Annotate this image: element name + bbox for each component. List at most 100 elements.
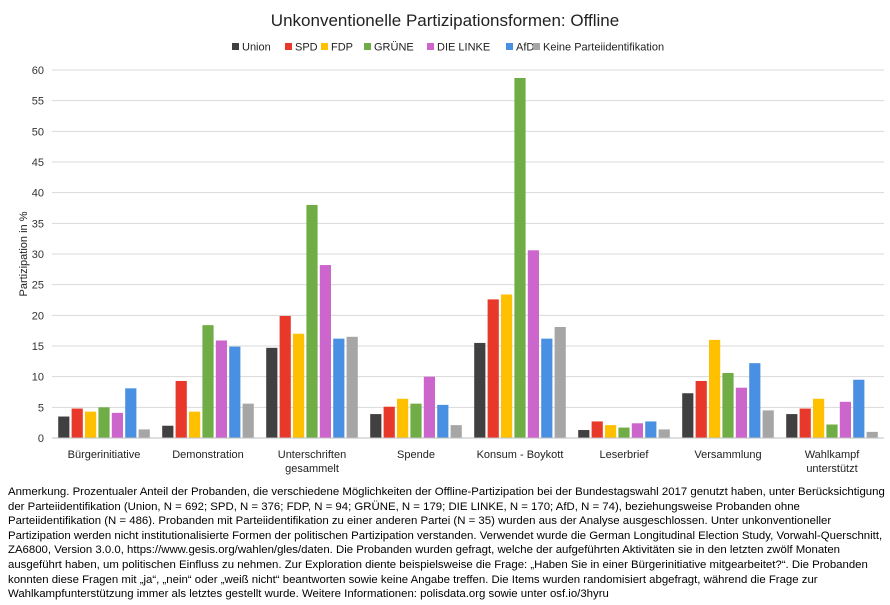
- bar-afd: [853, 379, 865, 438]
- y-tick-label: 50: [32, 126, 44, 138]
- footnote-text: Anmerkung. Prozentualer Anteil der Proba…: [8, 486, 885, 601]
- bar-die-linke: [631, 423, 643, 438]
- bar-keine-parteiidentifikation: [346, 336, 358, 438]
- y-tick-label: 5: [38, 402, 44, 414]
- legend-label: Union: [242, 42, 271, 54]
- legend-swatch: [232, 43, 239, 50]
- bar-grüne: [618, 427, 630, 438]
- bar-spd: [175, 380, 187, 438]
- gridlines: [52, 69, 884, 408]
- legend-swatch: [364, 43, 371, 50]
- bar-keine-parteiidentifikation: [866, 431, 878, 438]
- x-category-label: Unterschriften: [278, 449, 346, 461]
- bar-union: [58, 416, 70, 438]
- legend: Union SPD FDP GRÜNE DIE LINKE AfD Keine Partei…: [232, 42, 664, 54]
- bar-keine-parteiidentifikation: [658, 429, 670, 438]
- bar-afd: [229, 346, 241, 438]
- y-tick-label: 55: [32, 96, 44, 108]
- bar-die-linke: [735, 387, 747, 438]
- bar-die-linke: [839, 401, 851, 438]
- x-category-label: Leserbrief: [600, 449, 650, 461]
- y-tick-label: 15: [32, 341, 44, 353]
- bar-union: [266, 347, 278, 438]
- legend-label: DIE LINKE: [437, 42, 490, 54]
- legend-label: AfD: [516, 42, 534, 54]
- bar-keine-parteiidentifikation: [554, 326, 566, 438]
- bar-fdp: [85, 411, 97, 438]
- bar-afd: [645, 421, 657, 438]
- y-tick-label: 30: [32, 249, 44, 261]
- bar-grüne: [410, 403, 422, 438]
- bar-fdp: [709, 339, 721, 438]
- bar-spd: [279, 315, 291, 438]
- bar-die-linke: [111, 412, 123, 438]
- bar-union: [682, 393, 694, 438]
- bar-grüne: [202, 325, 214, 438]
- bar-die-linke: [215, 340, 227, 438]
- bar-spd: [71, 408, 83, 438]
- bar-union: [474, 342, 486, 438]
- chart-title: Unkonventionelle Partizipationsformen: O…: [271, 11, 619, 30]
- bar-afd: [541, 338, 553, 438]
- bar-spd: [591, 421, 603, 438]
- x-category-label: Bürgerinitiative: [68, 449, 141, 461]
- x-axis-categories: Bürgerinitiative Demonstration Unterschrif…: [68, 449, 861, 475]
- legend-swatch: [285, 43, 292, 50]
- bar-afd: [333, 338, 345, 438]
- bar-union: [578, 430, 590, 438]
- bar-spd: [383, 406, 395, 438]
- y-axis-title: Partizipation in %: [18, 211, 30, 296]
- bar-die-linke: [527, 250, 539, 438]
- legend-swatch: [427, 43, 434, 50]
- y-tick-label: 20: [32, 310, 44, 322]
- legend-swatch: [506, 43, 513, 50]
- y-tick-label: 60: [32, 65, 44, 77]
- legend-label: Keine Parteiidentifikation: [543, 42, 664, 54]
- bar-keine-parteiidentifikation: [762, 410, 774, 438]
- bar-union: [786, 414, 798, 438]
- bars: [58, 77, 878, 438]
- bar-die-linke: [423, 376, 435, 438]
- bar-grüne: [722, 372, 734, 438]
- y-tick-label: 10: [32, 372, 44, 384]
- x-category-label: gesammelt: [285, 463, 339, 475]
- x-category-label: Versammlung: [694, 449, 761, 461]
- y-tick-label: 0: [38, 433, 44, 445]
- x-category-label: Wahlkampf: [805, 449, 861, 461]
- bar-keine-parteiidentifikation: [450, 425, 462, 438]
- bar-chart: Unkonventionelle Partizipationsformen: O…: [18, 11, 884, 475]
- bar-keine-parteiidentifikation: [242, 403, 254, 438]
- legend-swatch: [321, 43, 328, 50]
- bar-fdp: [813, 398, 825, 438]
- bar-keine-parteiidentifikation: [138, 429, 150, 438]
- bar-fdp: [293, 333, 305, 438]
- x-category-label: unterstützt: [806, 463, 857, 475]
- bar-afd: [437, 404, 449, 438]
- bar-fdp: [189, 411, 201, 438]
- x-category-label: Demonstration: [172, 449, 244, 461]
- legend-label: GRÜNE: [374, 42, 414, 54]
- legend-label: SPD: [295, 42, 318, 54]
- bar-union: [162, 425, 174, 438]
- bar-die-linke: [319, 265, 331, 438]
- y-axis-ticks: 0 5 10 15 20 25 30 35 40 45 50 55 60: [32, 65, 44, 445]
- bar-fdp: [397, 398, 409, 438]
- bar-grüne: [514, 77, 526, 438]
- x-category-label: Spende: [397, 449, 435, 461]
- bar-afd: [749, 363, 761, 438]
- y-tick-label: 45: [32, 157, 44, 169]
- y-tick-label: 25: [32, 280, 44, 292]
- bar-grüne: [98, 407, 110, 438]
- legend-label: FDP: [331, 42, 353, 54]
- bar-afd: [125, 388, 137, 438]
- bar-spd: [695, 380, 707, 438]
- legend-swatch: [533, 43, 540, 50]
- bar-spd: [799, 408, 811, 438]
- bar-fdp: [605, 425, 617, 438]
- bar-grüne: [306, 204, 318, 438]
- bar-spd: [487, 299, 499, 438]
- bar-grüne: [826, 424, 838, 438]
- bar-union: [370, 414, 382, 438]
- x-category-label: Konsum - Boykott: [477, 449, 564, 461]
- y-tick-label: 35: [32, 218, 44, 230]
